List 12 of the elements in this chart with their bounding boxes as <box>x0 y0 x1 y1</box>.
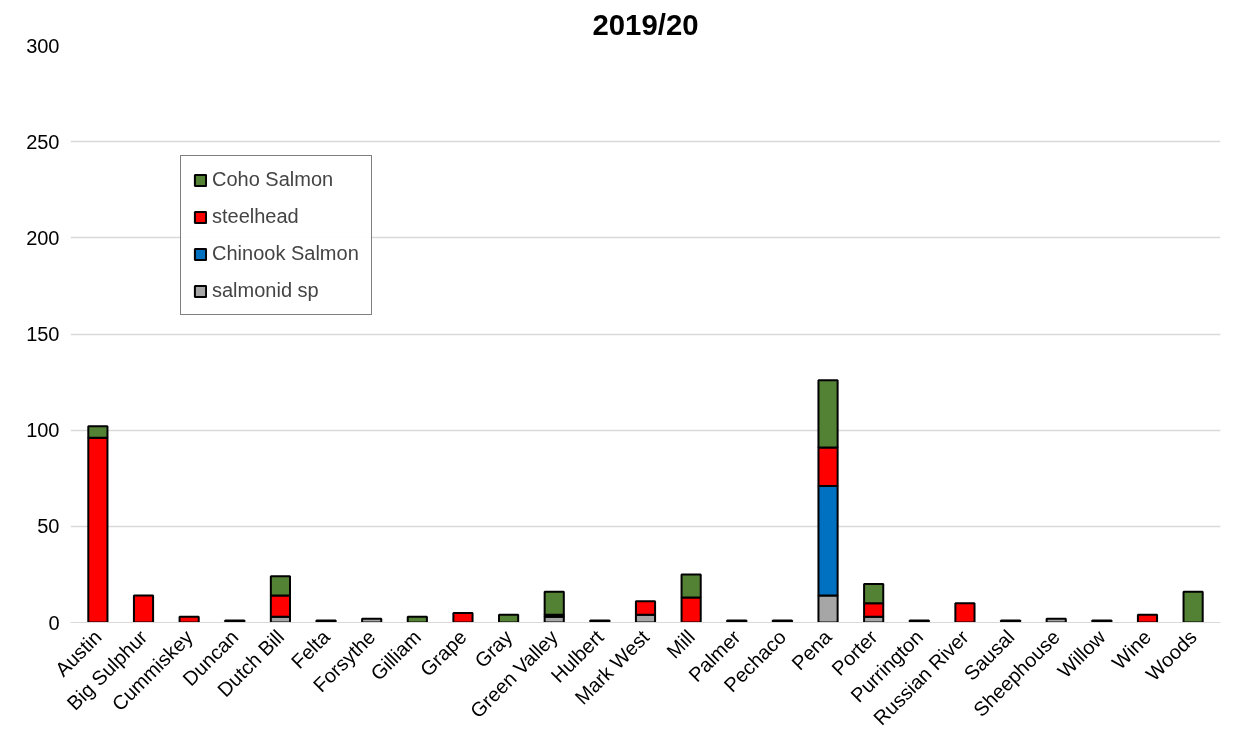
legend-label: salmonid sp <box>212 279 319 302</box>
y-tick-label: 250 <box>26 130 60 153</box>
y-tick-label: 50 <box>37 515 60 538</box>
y-tick-label: 200 <box>26 226 60 249</box>
legend-label: steelhead <box>212 205 299 228</box>
legend-label: Chinook Salmon <box>212 242 359 265</box>
y-tick-label: 100 <box>26 419 60 442</box>
y-tick-label: 300 <box>26 34 60 57</box>
legend-label: Coho Salmon <box>212 168 334 191</box>
y-tick-label: 0 <box>48 611 60 634</box>
y-tick-label: 150 <box>26 323 60 345</box>
chart-title: 2019/20 <box>592 7 699 41</box>
